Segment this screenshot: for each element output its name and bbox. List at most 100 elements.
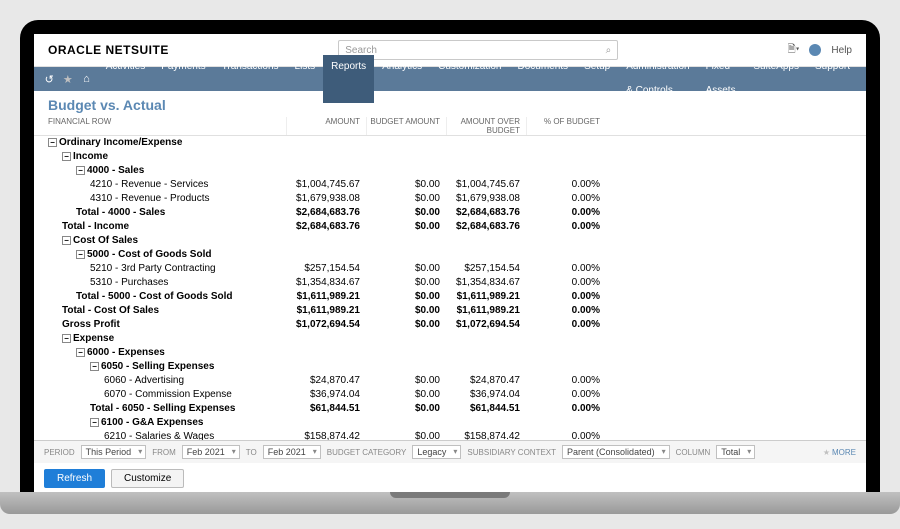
help-label[interactable]: Help bbox=[831, 45, 852, 56]
cell-c2 bbox=[366, 164, 446, 178]
cell-c2: $0.00 bbox=[366, 276, 446, 290]
cell-c3: $257,154.54 bbox=[446, 262, 526, 276]
cell-c4: 0.00% bbox=[526, 178, 606, 192]
cell-c1: $1,611,989.21 bbox=[286, 304, 366, 318]
row-label: Total - Cost Of Sales bbox=[48, 304, 286, 318]
cell-c1: $1,679,938.08 bbox=[286, 192, 366, 206]
cell-c1: $2,684,683.76 bbox=[286, 220, 366, 234]
home-icon[interactable]: ⌂ bbox=[79, 71, 94, 87]
column-select[interactable]: Total bbox=[716, 445, 755, 459]
cell-c2: $0.00 bbox=[366, 206, 446, 220]
cell-c4 bbox=[526, 164, 606, 178]
search-icon: ⌕ bbox=[606, 45, 612, 56]
cell-c4: 0.00% bbox=[526, 290, 606, 304]
subsidiary-select[interactable]: Parent (Consolidated) bbox=[562, 445, 670, 459]
customize-button[interactable]: Customize bbox=[111, 469, 184, 488]
row-label: −Cost Of Sales bbox=[48, 234, 286, 248]
cell-c4: 0.00% bbox=[526, 402, 606, 416]
cell-c1: $24,870.47 bbox=[286, 374, 366, 388]
cell-c3: $61,844.51 bbox=[446, 402, 526, 416]
cell-c4: 0.00% bbox=[526, 430, 606, 440]
row-label: −6000 - Expenses bbox=[48, 346, 286, 360]
more-link[interactable]: ★ MORE bbox=[823, 448, 856, 457]
brand-oracle: ORACLE bbox=[48, 43, 102, 57]
row-label: 5310 - Purchases bbox=[48, 276, 286, 290]
table-row: −6100 - G&A Expenses bbox=[48, 416, 866, 430]
to-select[interactable]: Feb 2021 bbox=[263, 445, 321, 459]
collapse-icon[interactable]: − bbox=[76, 348, 85, 357]
table-row: 6060 - Advertising$24,870.47$0.00$24,870… bbox=[48, 374, 866, 388]
col-amount: AMOUNT bbox=[286, 117, 366, 135]
filter-bar: PERIOD This Period FROM Feb 2021 TO Feb … bbox=[34, 440, 866, 463]
table-row: 4210 - Revenue - Services$1,004,745.67$0… bbox=[48, 178, 866, 192]
cell-c3: $158,874.42 bbox=[446, 430, 526, 440]
cell-c3: $1,611,989.21 bbox=[446, 290, 526, 304]
budget-cat-select[interactable]: Legacy bbox=[412, 445, 461, 459]
row-label: 6070 - Commission Expense bbox=[48, 388, 286, 402]
collapse-icon[interactable]: − bbox=[62, 334, 71, 343]
cell-c2: $0.00 bbox=[366, 388, 446, 402]
cell-c2 bbox=[366, 248, 446, 262]
collapse-icon[interactable]: − bbox=[76, 166, 85, 175]
cell-c1: $2,684,683.76 bbox=[286, 206, 366, 220]
cell-c3: $24,870.47 bbox=[446, 374, 526, 388]
cell-c3 bbox=[446, 248, 526, 262]
history-icon[interactable]: ↺ bbox=[42, 71, 57, 87]
cell-c4 bbox=[526, 234, 606, 248]
table-row: Total - Cost Of Sales$1,611,989.21$0.00$… bbox=[48, 304, 866, 318]
cell-c1 bbox=[286, 234, 366, 248]
refresh-button[interactable]: Refresh bbox=[44, 469, 105, 488]
collapse-icon[interactable]: − bbox=[76, 250, 85, 259]
cell-c4 bbox=[526, 248, 606, 262]
cell-c3: $1,072,694.54 bbox=[446, 318, 526, 332]
collapse-icon[interactable]: − bbox=[62, 152, 71, 161]
report-title: Budget vs. Actual bbox=[34, 91, 866, 117]
row-label: −Income bbox=[48, 150, 286, 164]
cell-c1 bbox=[286, 416, 366, 430]
cell-c4: 0.00% bbox=[526, 262, 606, 276]
table-row: −6050 - Selling Expenses bbox=[48, 360, 866, 374]
collapse-icon[interactable]: − bbox=[90, 418, 99, 427]
cell-c2: $0.00 bbox=[366, 220, 446, 234]
cell-c3 bbox=[446, 164, 526, 178]
cell-c2 bbox=[366, 416, 446, 430]
row-label: 4210 - Revenue - Services bbox=[48, 178, 286, 192]
cell-c3 bbox=[446, 360, 526, 374]
cell-c3: $2,684,683.76 bbox=[446, 206, 526, 220]
period-select[interactable]: This Period bbox=[81, 445, 147, 459]
cell-c2 bbox=[366, 234, 446, 248]
budget-cat-label: BUDGET CATEGORY bbox=[327, 448, 407, 457]
cell-c2 bbox=[366, 150, 446, 164]
cell-c1 bbox=[286, 150, 366, 164]
row-label: Total - 4000 - Sales bbox=[48, 206, 286, 220]
cell-c3 bbox=[446, 234, 526, 248]
from-select[interactable]: Feb 2021 bbox=[182, 445, 240, 459]
action-bar: Refresh Customize bbox=[34, 463, 866, 494]
table-row: −Income bbox=[48, 150, 866, 164]
main-nav: ↺ ★ ⌂ ActivitiesPaymentsTransactionsList… bbox=[34, 67, 866, 91]
cell-c3 bbox=[446, 150, 526, 164]
row-label: −Expense bbox=[48, 332, 286, 346]
table-row: −6000 - Expenses bbox=[48, 346, 866, 360]
table-row: −Ordinary Income/Expense bbox=[48, 136, 866, 150]
favorite-icon[interactable]: ★ bbox=[61, 71, 76, 87]
column-headers: FINANCIAL ROW AMOUNT BUDGET AMOUNT AMOUN… bbox=[34, 117, 866, 136]
collapse-icon[interactable]: − bbox=[62, 236, 71, 245]
cell-c3: $1,679,938.08 bbox=[446, 192, 526, 206]
collapse-icon[interactable]: − bbox=[48, 138, 57, 147]
report-body: −Ordinary Income/Expense−Income−4000 - S… bbox=[34, 136, 866, 440]
table-row: Gross Profit$1,072,694.54$0.00$1,072,694… bbox=[48, 318, 866, 332]
cell-c4: 0.00% bbox=[526, 388, 606, 402]
row-label: Total - Income bbox=[48, 220, 286, 234]
row-label: 6210 - Salaries & Wages bbox=[48, 430, 286, 440]
cell-c1 bbox=[286, 332, 366, 346]
row-label: −Ordinary Income/Expense bbox=[48, 136, 286, 150]
row-label: −6050 - Selling Expenses bbox=[48, 360, 286, 374]
collapse-icon[interactable]: − bbox=[90, 362, 99, 371]
cell-c3 bbox=[446, 346, 526, 360]
col-financial-row: FINANCIAL ROW bbox=[48, 117, 286, 135]
cell-c4 bbox=[526, 332, 606, 346]
table-row: Total - 6050 - Selling Expenses$61,844.5… bbox=[48, 402, 866, 416]
row-label: 5210 - 3rd Party Contracting bbox=[48, 262, 286, 276]
cell-c4 bbox=[526, 150, 606, 164]
